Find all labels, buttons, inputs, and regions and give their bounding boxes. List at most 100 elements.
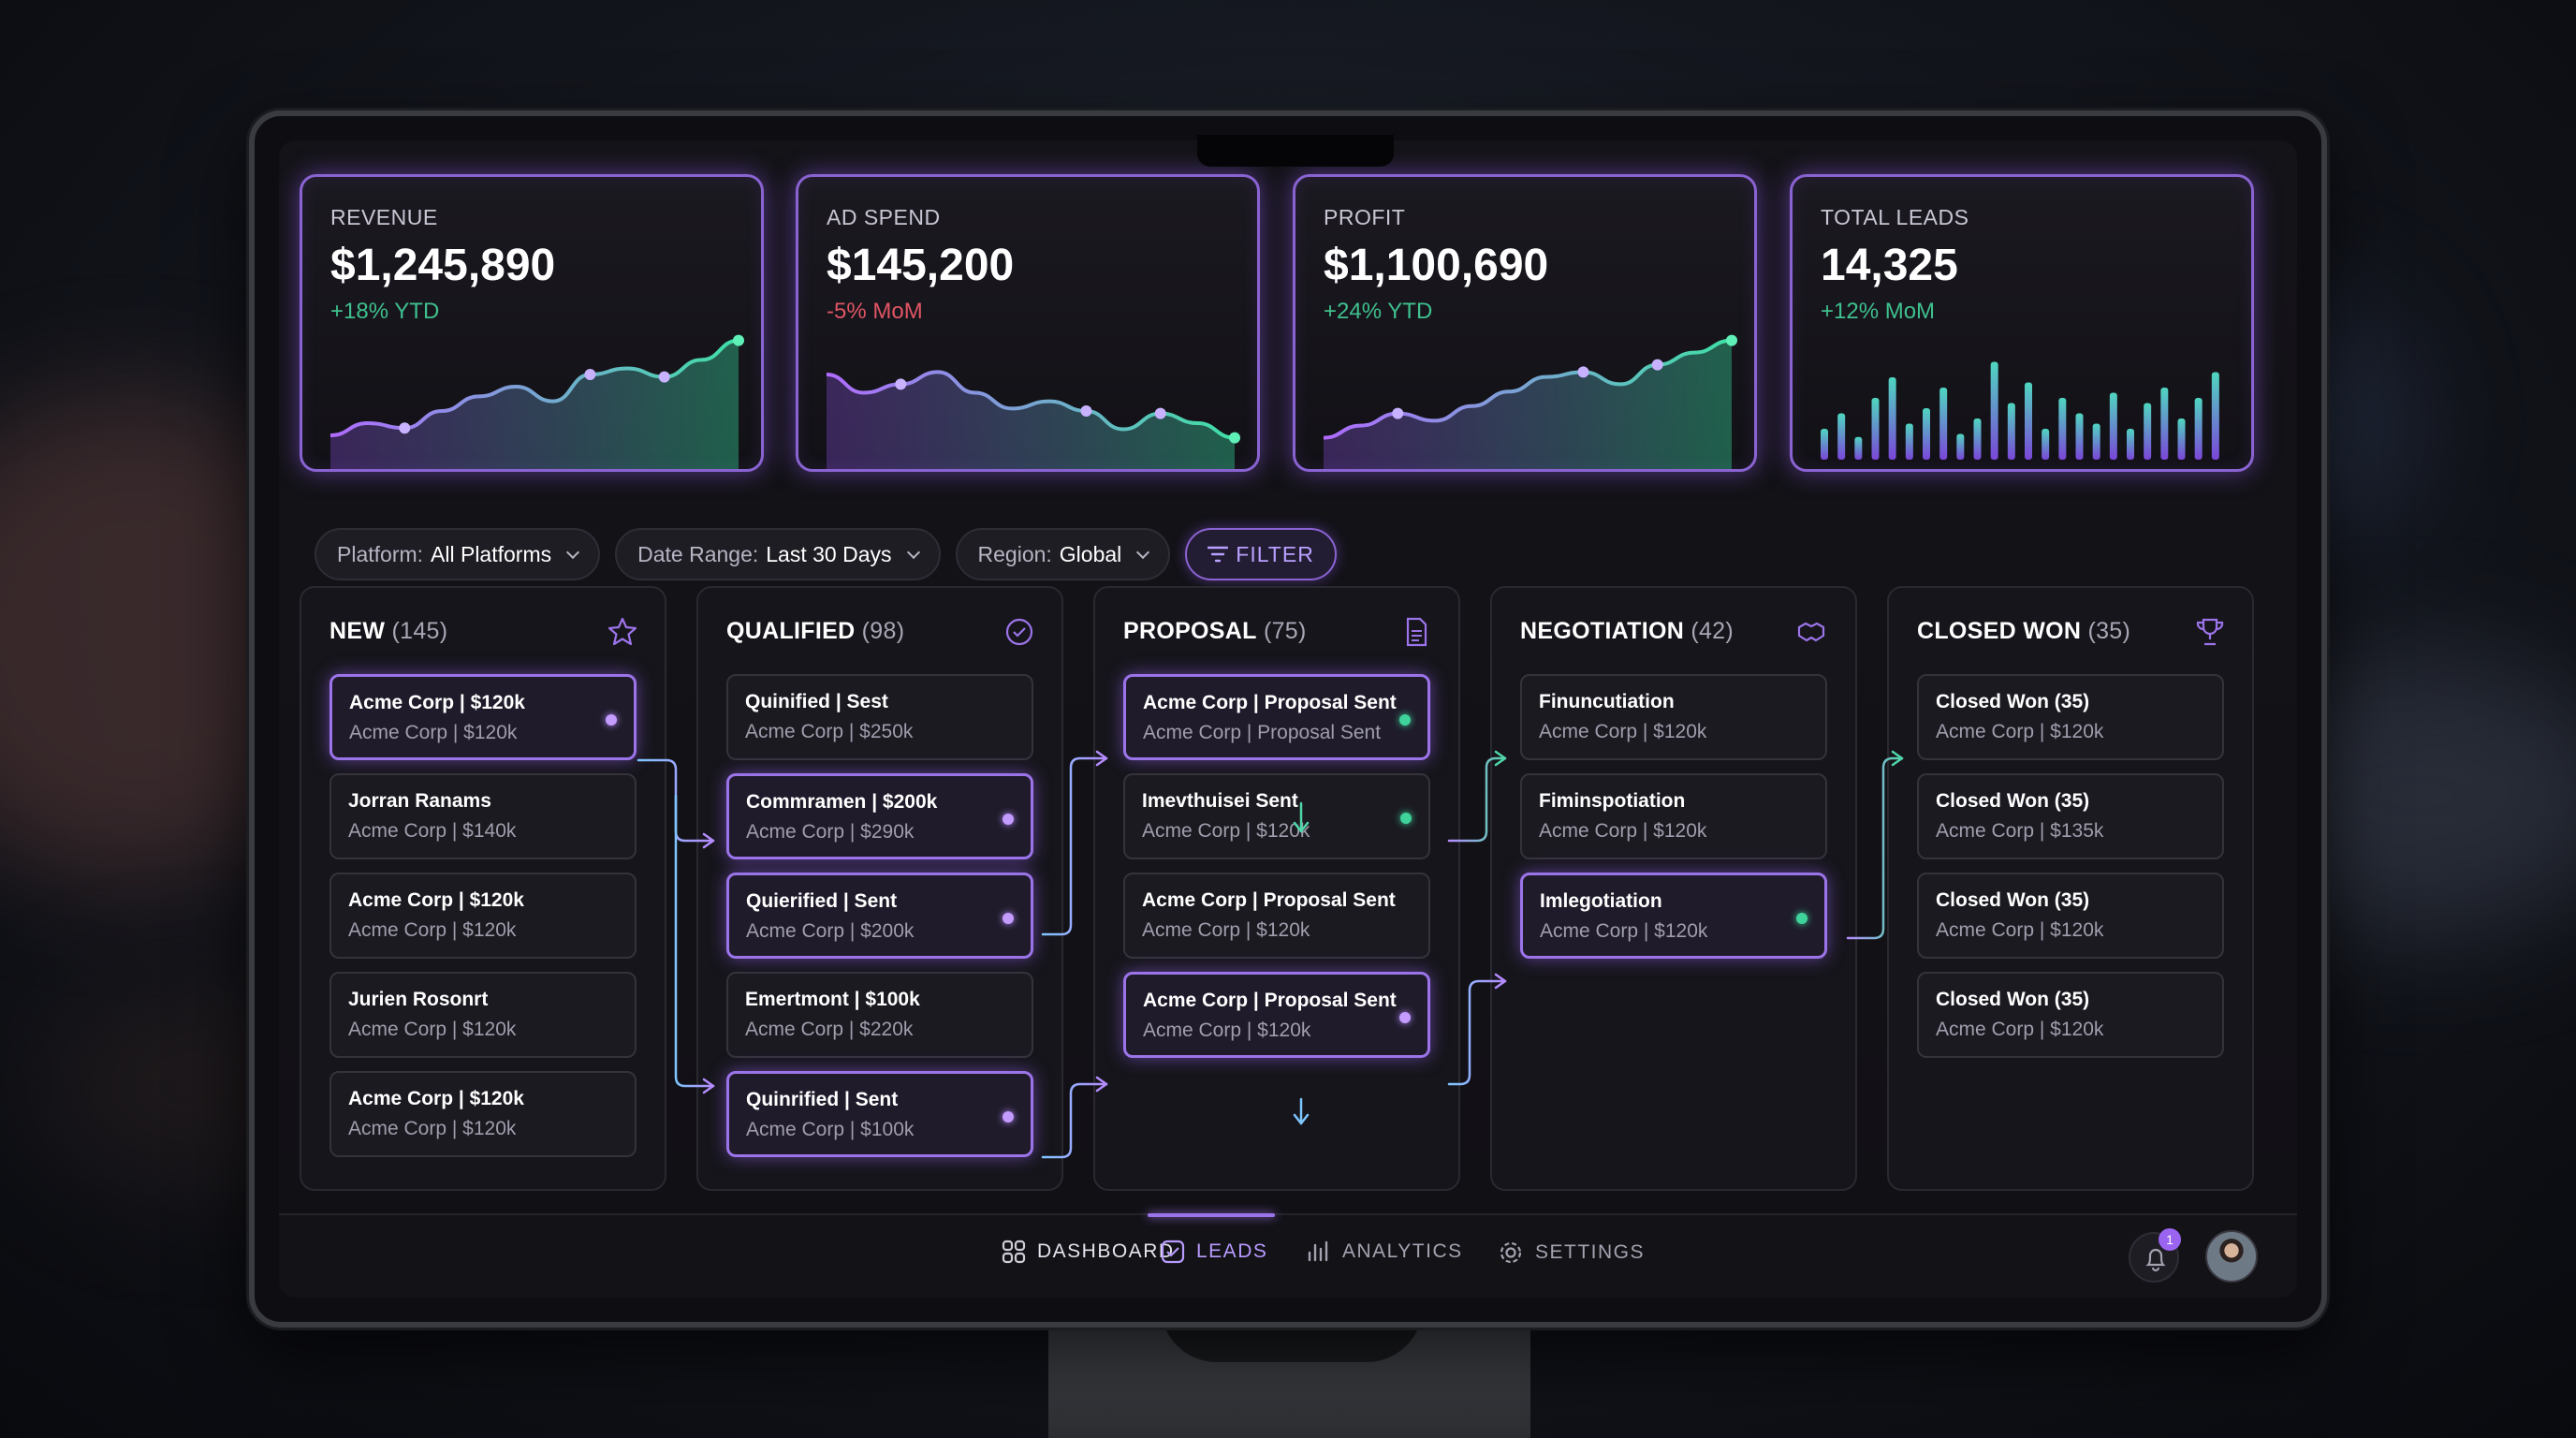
kpi-card-revenue[interactable]: REVENUE $1,245,890 +18% YTD — [300, 174, 764, 472]
kpi-card-profit[interactable]: PROFIT $1,100,690 +24% YTD — [1293, 174, 1757, 472]
document-icon[interactable] — [1400, 616, 1432, 648]
notifications-button[interactable]: 1 — [2129, 1228, 2181, 1283]
column-count: (42) — [1690, 618, 1734, 644]
leads-bar — [2177, 418, 2186, 460]
sparkline-area — [1324, 340, 1732, 469]
lead-card[interactable]: Jurien Rosonrt Acme Corp | $120k — [329, 972, 637, 1058]
kpi-delta: +24% YTD — [1324, 299, 1433, 324]
kpi-label: TOTAL LEADS — [1821, 205, 1969, 229]
leads-bar — [2058, 398, 2067, 460]
handshake-icon[interactable] — [1797, 616, 1829, 648]
chevron-down-icon — [1136, 545, 1150, 560]
kpi-card-total-leads[interactable]: TOTAL LEADS 14,325 +12% MoM — [1790, 174, 2254, 472]
lead-card-subtitle: Acme Corp | $120k — [1936, 1019, 2104, 1040]
filter-button[interactable]: FILTER — [1185, 528, 1337, 580]
lead-card[interactable]: Quinified | Sest Acme Corp | $250k — [726, 674, 1033, 760]
notification-badge: 1 — [2159, 1228, 2181, 1251]
lead-card[interactable]: Closed Won (35) Acme Corp | $120k — [1917, 873, 2224, 959]
kpi-card-ad-spend[interactable]: AD SPEND $145,200 -5% MoM — [796, 174, 1260, 472]
star-icon[interactable] — [607, 616, 638, 648]
lead-card[interactable]: Closed Won (35) Acme Corp | $120k — [1917, 972, 2224, 1058]
bottom-navigation: DASHBOARD LEADS ANALYTICS SETTINGS 1 — [279, 1213, 2297, 1298]
filter-bar: Platform: All Platforms Date Range: Last… — [315, 528, 1337, 580]
lead-card-subtitle: Acme Corp | $250k — [745, 721, 914, 742]
lead-card[interactable]: Finuncutiation Acme Corp | $120k — [1520, 674, 1827, 760]
trophy-icon[interactable] — [2194, 616, 2226, 648]
lead-card-title: Jorran Ranams — [348, 790, 491, 812]
pipeline-column-qualified: QUALIFIED (98) Quinified | Sest Acme Corp … — [696, 586, 1063, 1191]
lead-card[interactable]: Closed Won (35) Acme Corp | $135k — [1917, 773, 2224, 859]
lead-card[interactable]: Imevthuisei Sent Acme Corp | $120k — [1123, 773, 1430, 859]
nav-dashboard[interactable]: DASHBOARD — [1002, 1240, 1175, 1264]
avatar[interactable] — [2205, 1230, 2258, 1283]
filter-icon — [1208, 546, 1229, 563]
lead-card[interactable]: Commramen | $200k Acme Corp | $290k — [726, 773, 1033, 859]
lead-card-title: Quinified | Sest — [745, 691, 888, 712]
leads-bar — [1854, 436, 1863, 460]
leads-bar — [1923, 408, 1930, 460]
kpi-delta: -5% MoM — [827, 299, 923, 324]
lead-card-subtitle: Acme Corp | $120k — [1539, 721, 1707, 742]
lead-card[interactable]: Acme Corp | Proposal Sent Acme Corp | $12… — [1123, 972, 1430, 1058]
lead-card-subtitle: Acme Corp | $120k — [1936, 919, 2104, 941]
lead-card[interactable]: Acme Corp | $120k Acme Corp | $120k — [329, 674, 637, 760]
lead-card[interactable]: Imlegotiation Acme Corp | $120k — [1520, 873, 1827, 959]
monitor: REVENUE $1,245,890 +18% YTD AD SPEND $14… — [249, 110, 2327, 1328]
lead-card[interactable]: Acme Corp | Proposal Sent Acme Corp | Pro… — [1123, 674, 1430, 760]
lead-card[interactable]: Acme Corp | Proposal Sent Acme Corp | $12… — [1123, 873, 1430, 959]
sparkline-point — [1080, 405, 1092, 417]
lead-card-subtitle: Acme Corp | $120k — [348, 919, 517, 941]
lead-card[interactable]: Closed Won (35) Acme Corp | $120k — [1917, 674, 2224, 760]
lead-card-title: Acme Corp | $120k — [348, 889, 524, 911]
column-title-text: QUALIFIED — [726, 618, 856, 644]
leads-bar — [1905, 423, 1913, 460]
sparkline-point — [584, 369, 596, 380]
total-leads-bar-chart — [1821, 361, 2219, 460]
nav-settings-label: SETTINGS — [1535, 1241, 1646, 1263]
column-count: (98) — [861, 618, 905, 644]
nav-leads-label: LEADS — [1196, 1240, 1268, 1262]
platform-dropdown[interactable]: Platform: All Platforms — [315, 528, 601, 580]
lead-card[interactable]: Fiminspotiation Acme Corp | $120k — [1520, 773, 1827, 859]
column-title-text: NEW — [329, 618, 386, 644]
leads-bar — [2007, 403, 2015, 460]
lead-card-subtitle: Acme Corp | $120k — [1142, 820, 1310, 842]
region-value: Global — [1059, 541, 1122, 566]
lead-card-title: Imlegotiation — [1540, 890, 1662, 912]
chevron-down-icon — [906, 545, 920, 560]
pipeline-column-negotiation: NEGOTIATION (42) Finuncutiation Acme Corp … — [1490, 586, 1857, 1191]
lead-card-title: Closed Won (35) — [1936, 790, 2090, 812]
grid-icon — [1002, 1240, 1026, 1264]
nav-leads[interactable]: LEADS — [1161, 1240, 1267, 1264]
leads-bar — [2144, 403, 2152, 460]
column-title-text: NEGOTIATION — [1520, 618, 1685, 644]
sparkline-point — [1577, 366, 1589, 378]
lead-card[interactable]: Jorran Ranams Acme Corp | $140k — [329, 773, 637, 859]
kpi-value: $1,100,690 — [1324, 241, 1549, 290]
lead-card-subtitle: Acme Corp | $100k — [746, 1119, 915, 1140]
profit-sparkline — [1323, 334, 1737, 469]
leads-bar — [1871, 398, 1880, 460]
date-range-dropdown[interactable]: Date Range: Last 30 Days — [615, 528, 941, 580]
nav-settings[interactable]: SETTINGS — [1498, 1240, 1645, 1266]
kpi-label: REVENUE — [330, 205, 438, 229]
pipeline-column-closed-won: CLOSED WON (35) Closed Won (35) Acme Corp … — [1887, 586, 2254, 1191]
lead-card-subtitle: Acme Corp | $120k — [1936, 721, 2104, 742]
lead-card-title: Quierified | Sent — [746, 890, 898, 912]
lead-card[interactable]: Quierified | Sent Acme Corp | $200k — [726, 873, 1033, 959]
kpi-value: $145,200 — [827, 241, 1015, 290]
status-dot — [1003, 913, 1014, 924]
column-title-text: CLOSED WON — [1917, 618, 2082, 644]
status-dot — [1003, 814, 1014, 825]
sparkline-point — [399, 422, 411, 434]
region-dropdown[interactable]: Region: Global — [955, 528, 1171, 580]
leads-bar — [1837, 413, 1846, 460]
pipeline-column-new: NEW (145) Acme Corp | $120k Acme Corp | $1… — [300, 586, 666, 1191]
lead-card[interactable]: Emertmont | $100k Acme Corp | $220k — [726, 972, 1033, 1058]
lead-card[interactable]: Acme Corp | $120k Acme Corp | $120k — [329, 1071, 637, 1157]
lead-card[interactable]: Quinrified | Sent Acme Corp | $100k — [726, 1071, 1033, 1157]
lead-card[interactable]: Acme Corp | $120k Acme Corp | $120k — [329, 873, 637, 959]
check-circle-icon[interactable] — [1003, 616, 1035, 648]
platform-label: Platform: — [337, 541, 424, 566]
nav-analytics[interactable]: ANALYTICS — [1307, 1240, 1463, 1264]
